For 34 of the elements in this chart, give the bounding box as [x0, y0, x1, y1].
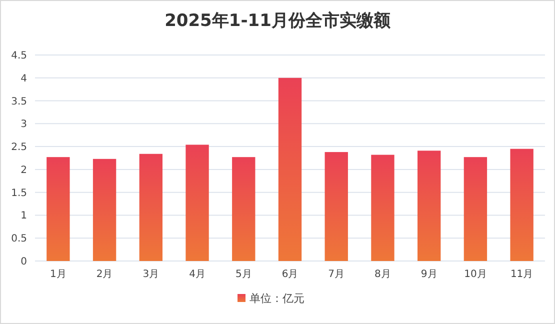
x-tick-label: 9月 [420, 269, 438, 280]
x-tick-label: 3月 [142, 269, 160, 280]
bar [92, 158, 116, 261]
x-tick-label: 4月 [189, 269, 206, 280]
x-tick-label: 8月 [374, 269, 391, 280]
legend-label: 单位：亿元 [250, 292, 304, 305]
y-tick-label: 1.5 [11, 188, 27, 199]
bar [418, 150, 441, 261]
y-tick-label: 4.5 [11, 50, 27, 62]
y-tick-label: 2 [20, 164, 27, 176]
chart-title: 2025年1-11月份全市实缴额 [164, 11, 392, 31]
bar [186, 144, 209, 261]
y-tick-label: 3 [20, 119, 27, 130]
x-tick-label: 1月 [50, 269, 66, 280]
y-tick-label: 2.5 [11, 142, 27, 154]
y-tick-label: 0 [20, 256, 27, 268]
bar [324, 152, 348, 261]
bar [464, 157, 488, 261]
bar [510, 148, 534, 261]
bar [46, 157, 70, 261]
y-tick-label: 1 [20, 210, 27, 222]
y-tick-label: 4 [20, 73, 27, 84]
bar [232, 157, 256, 261]
y-tick-label: 0.5 [11, 234, 27, 245]
bar [139, 154, 162, 261]
y-tick-label: 3.5 [11, 96, 27, 108]
x-tick-label: 7月 [328, 269, 345, 280]
bar [371, 154, 394, 261]
x-tick-label: 6月 [282, 269, 298, 280]
x-tick-label: 11月 [510, 269, 534, 280]
x-tick-label: 10月 [464, 269, 487, 280]
bar [278, 78, 302, 261]
x-tick-label: 2月 [96, 269, 113, 280]
x-tick-label: 5月 [235, 269, 252, 280]
